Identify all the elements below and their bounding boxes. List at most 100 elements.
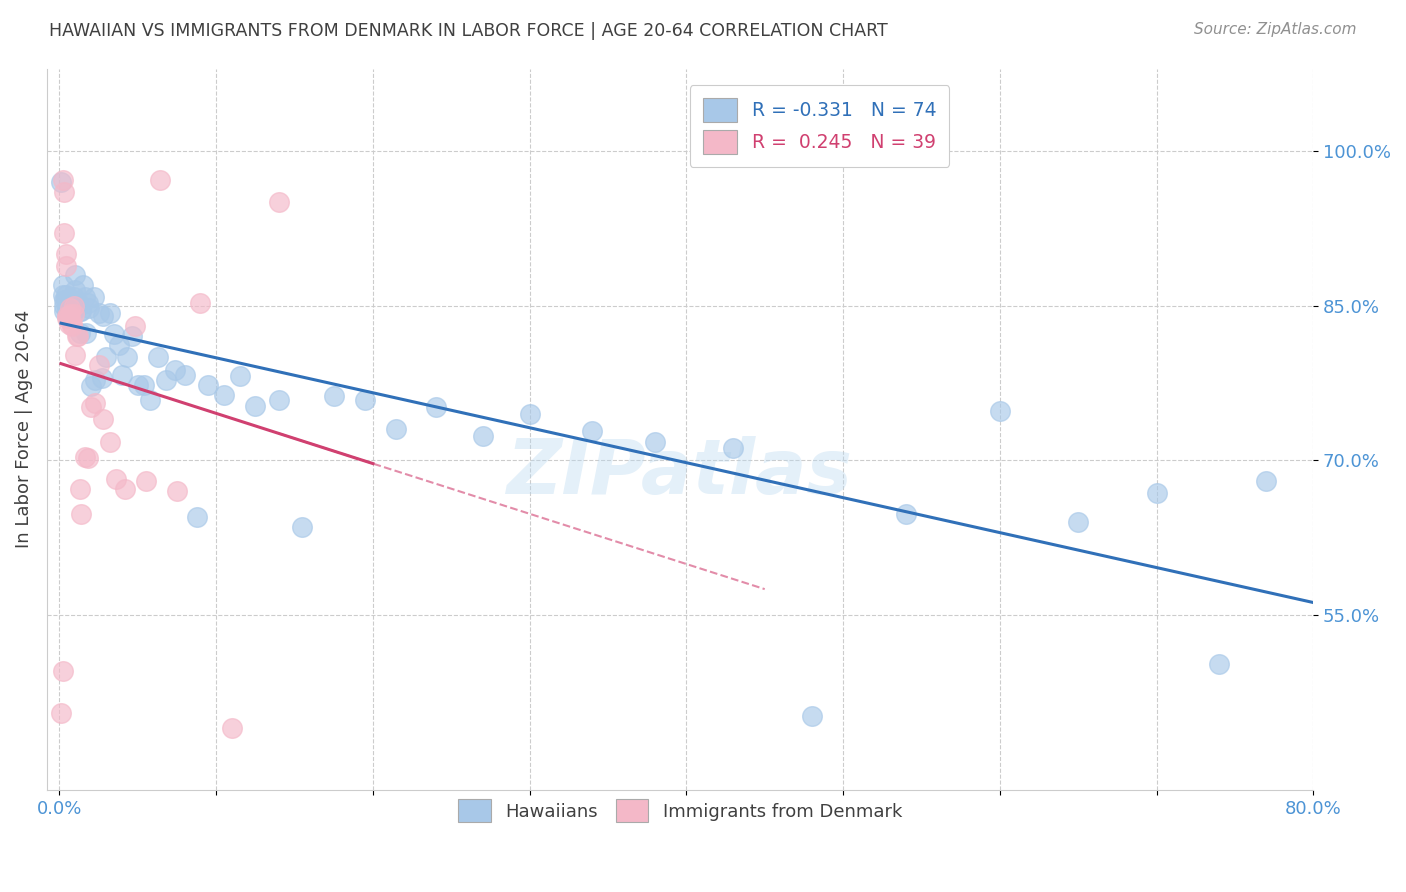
Point xyxy=(800,708,823,723)
Point xyxy=(67,295,90,310)
Point xyxy=(67,329,90,343)
Point xyxy=(186,509,208,524)
Point xyxy=(1256,474,1278,488)
Point xyxy=(77,301,100,315)
Point xyxy=(132,378,155,392)
Point xyxy=(56,310,79,325)
Point xyxy=(91,412,114,426)
Point xyxy=(60,301,83,315)
Point xyxy=(581,424,603,438)
Point xyxy=(228,368,250,383)
Point xyxy=(53,293,76,308)
Point xyxy=(56,293,79,308)
Point xyxy=(58,317,80,331)
Point xyxy=(221,721,243,735)
Point xyxy=(51,665,73,679)
Point xyxy=(197,378,219,392)
Point xyxy=(53,185,76,199)
Point xyxy=(53,299,76,313)
Point xyxy=(51,288,73,302)
Point xyxy=(55,288,77,302)
Point xyxy=(471,429,494,443)
Point xyxy=(267,393,290,408)
Point xyxy=(1067,515,1090,529)
Point xyxy=(104,472,127,486)
Point xyxy=(124,319,146,334)
Text: Source: ZipAtlas.com: Source: ZipAtlas.com xyxy=(1194,22,1357,37)
Point xyxy=(63,348,86,362)
Point xyxy=(83,290,105,304)
Point xyxy=(58,309,80,323)
Point xyxy=(108,337,131,351)
Point xyxy=(59,303,82,318)
Point xyxy=(72,277,94,292)
Point xyxy=(96,350,118,364)
Point xyxy=(75,326,97,341)
Point xyxy=(73,290,96,304)
Point xyxy=(519,407,541,421)
Point xyxy=(121,329,143,343)
Point xyxy=(59,296,82,310)
Point xyxy=(62,299,84,313)
Point xyxy=(291,520,314,534)
Point xyxy=(245,399,267,413)
Point xyxy=(90,370,112,384)
Point xyxy=(87,306,110,320)
Point xyxy=(1208,657,1230,672)
Point xyxy=(60,293,83,308)
Point xyxy=(385,422,408,436)
Point xyxy=(98,434,121,449)
Point xyxy=(51,277,73,292)
Text: HAWAIIAN VS IMMIGRANTS FROM DENMARK IN LABOR FORCE | AGE 20-64 CORRELATION CHART: HAWAIIAN VS IMMIGRANTS FROM DENMARK IN L… xyxy=(49,22,889,40)
Point xyxy=(62,299,84,313)
Point xyxy=(127,378,149,392)
Point xyxy=(63,268,86,282)
Point xyxy=(76,451,98,466)
Point xyxy=(212,388,235,402)
Point xyxy=(53,227,76,241)
Point xyxy=(49,175,72,189)
Point xyxy=(59,301,82,315)
Point xyxy=(55,247,77,261)
Point xyxy=(91,309,114,323)
Point xyxy=(115,350,138,364)
Point xyxy=(49,706,72,720)
Legend: Hawaiians, Immigrants from Denmark: Hawaiians, Immigrants from Denmark xyxy=(446,787,915,835)
Point xyxy=(70,507,93,521)
Point xyxy=(80,379,103,393)
Point xyxy=(55,293,77,308)
Point xyxy=(70,303,93,318)
Point xyxy=(76,296,98,310)
Point xyxy=(58,301,80,315)
Point xyxy=(723,441,745,455)
Point xyxy=(103,327,125,342)
Point xyxy=(190,296,212,310)
Point xyxy=(59,307,82,321)
Point xyxy=(135,474,157,488)
Point xyxy=(66,301,89,315)
Point xyxy=(69,326,91,341)
Point xyxy=(56,303,79,318)
Point xyxy=(894,507,917,521)
Point xyxy=(1146,486,1168,500)
Point xyxy=(166,484,188,499)
Point xyxy=(87,359,110,373)
Point xyxy=(114,482,136,496)
Point xyxy=(173,368,195,382)
Point xyxy=(63,283,86,297)
Point xyxy=(73,450,96,464)
Point xyxy=(425,400,447,414)
Point xyxy=(62,290,84,304)
Point xyxy=(59,310,82,325)
Point xyxy=(51,173,73,187)
Point xyxy=(111,368,134,382)
Point xyxy=(56,309,79,323)
Point xyxy=(60,317,83,331)
Point xyxy=(139,393,162,408)
Y-axis label: In Labor Force | Age 20-64: In Labor Force | Age 20-64 xyxy=(15,310,32,549)
Point xyxy=(84,373,107,387)
Point xyxy=(69,303,91,318)
Point xyxy=(98,306,121,320)
Point xyxy=(69,482,91,496)
Point xyxy=(84,396,107,410)
